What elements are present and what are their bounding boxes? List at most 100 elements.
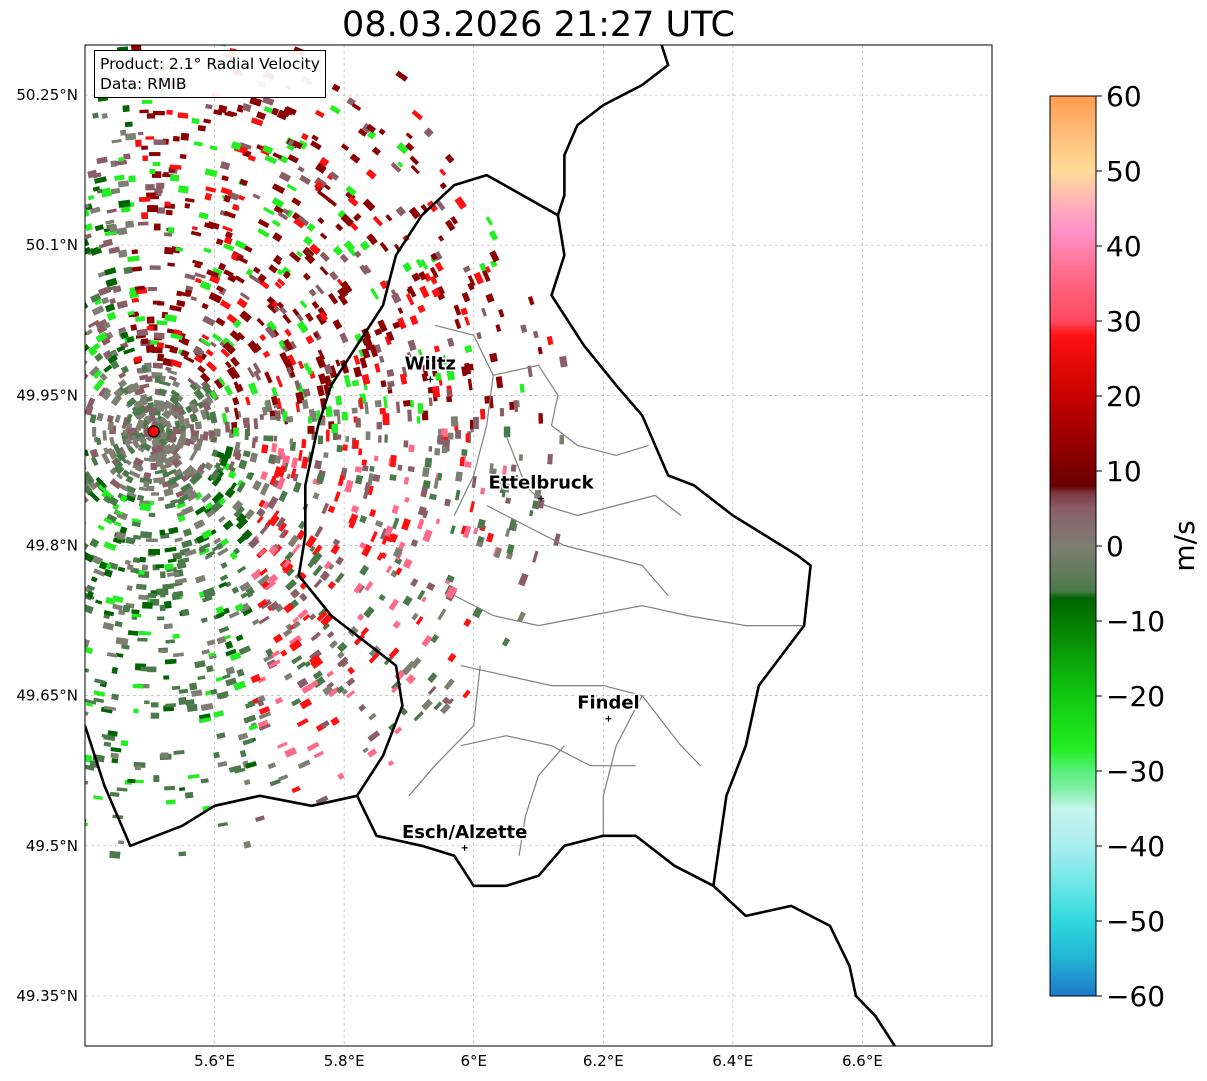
radar-gate	[112, 443, 122, 456]
radar-gate	[150, 340, 160, 345]
national-border	[85, 173, 559, 848]
radar-gate	[200, 778, 209, 784]
radar-gate	[219, 454, 230, 467]
radar-gate	[108, 224, 118, 233]
radar-gate	[154, 469, 167, 475]
radar-gate	[109, 436, 115, 446]
radar-gate	[236, 668, 245, 678]
radar-gate	[271, 386, 279, 397]
radar-gate	[116, 473, 124, 480]
radar-gate	[205, 550, 216, 558]
radar-gate	[200, 409, 208, 420]
radar-gate	[435, 518, 441, 525]
radar-gate	[92, 112, 99, 119]
radar-gate	[228, 610, 240, 619]
radar-gate	[423, 127, 434, 138]
radar-gate	[133, 534, 142, 540]
radar-gate	[211, 545, 220, 552]
radar-gate	[71, 365, 83, 378]
radar-gate	[191, 226, 198, 231]
radar-gate	[297, 360, 305, 370]
radar-gate	[283, 672, 293, 681]
lon-tick-label: 6°E	[460, 1052, 487, 1070]
radar-gate	[385, 565, 393, 574]
radar-gate	[90, 293, 102, 303]
radar-gate	[163, 623, 173, 630]
radar-gate	[210, 390, 218, 400]
radar-gate	[263, 435, 271, 442]
radar-gate	[72, 326, 84, 337]
radar-gate	[173, 468, 183, 477]
radar-gate	[214, 428, 221, 437]
radar-gate	[392, 620, 401, 629]
radar-gate	[163, 488, 174, 497]
radar-gate	[132, 779, 144, 784]
radar-gate	[192, 345, 203, 356]
radar-gate	[165, 209, 173, 216]
radar-gate	[76, 217, 84, 224]
radar-gate	[124, 559, 131, 565]
radar-velocity-gates	[71, 45, 568, 859]
radar-gate	[292, 140, 303, 150]
radar-gate	[267, 495, 279, 510]
radar-gate	[139, 502, 152, 512]
radar-gate	[250, 673, 261, 684]
radar-gate	[449, 525, 456, 535]
radar-gate	[115, 652, 124, 658]
radar-gate	[255, 111, 267, 120]
radar-gate	[72, 362, 81, 372]
radar-gate	[125, 413, 133, 425]
radar-gate	[392, 321, 401, 330]
radar-gate	[359, 264, 369, 275]
radar-gate	[433, 477, 440, 489]
radar-gate	[126, 336, 135, 343]
radar-gate	[225, 677, 237, 687]
radar-gate	[85, 698, 97, 705]
radar-gate	[249, 452, 258, 463]
radar-gate	[327, 562, 335, 571]
radar-gate	[140, 531, 152, 539]
radar-gate	[87, 194, 95, 201]
radar-gate	[126, 397, 137, 407]
radar-gate	[229, 482, 237, 491]
radar-gate	[159, 529, 166, 536]
radar-gate	[206, 361, 218, 372]
radar-gate	[354, 474, 364, 485]
radar-gate	[218, 497, 227, 506]
radar-gate	[265, 45, 273, 46]
radar-gate	[407, 339, 417, 352]
radar-gate	[176, 501, 186, 510]
radar-gate	[344, 479, 354, 493]
radar-gate	[74, 660, 83, 668]
radar-gate	[103, 741, 112, 747]
radar-gate	[287, 366, 293, 374]
radar-gate	[361, 373, 371, 385]
radar-gate	[204, 410, 211, 421]
radar-gate	[220, 561, 228, 569]
radar-gate	[408, 444, 415, 453]
radar-gate	[190, 689, 203, 697]
radar-gate	[402, 595, 413, 607]
radar-gate	[533, 473, 540, 481]
radar-gate	[220, 348, 230, 358]
radar-gate	[361, 337, 370, 346]
radar-gate	[222, 225, 233, 233]
radar-gate	[441, 446, 448, 454]
radar-gate	[85, 223, 93, 231]
radar-gate	[303, 246, 315, 258]
radar-gate	[547, 454, 553, 465]
radar-gate	[427, 672, 438, 683]
radar-gate	[123, 153, 131, 160]
radar-gate	[279, 306, 288, 315]
radar-gate	[381, 534, 390, 545]
radar-gate	[421, 698, 433, 711]
radar-gate	[315, 355, 327, 369]
radar-gate	[141, 99, 153, 104]
radar-gate	[245, 472, 254, 481]
radar-gate	[259, 568, 268, 576]
radar-gate	[75, 513, 84, 522]
radar-gate	[510, 464, 517, 472]
radar-gate	[445, 586, 456, 599]
radar-gate	[264, 371, 273, 384]
radar-gate	[356, 613, 365, 621]
